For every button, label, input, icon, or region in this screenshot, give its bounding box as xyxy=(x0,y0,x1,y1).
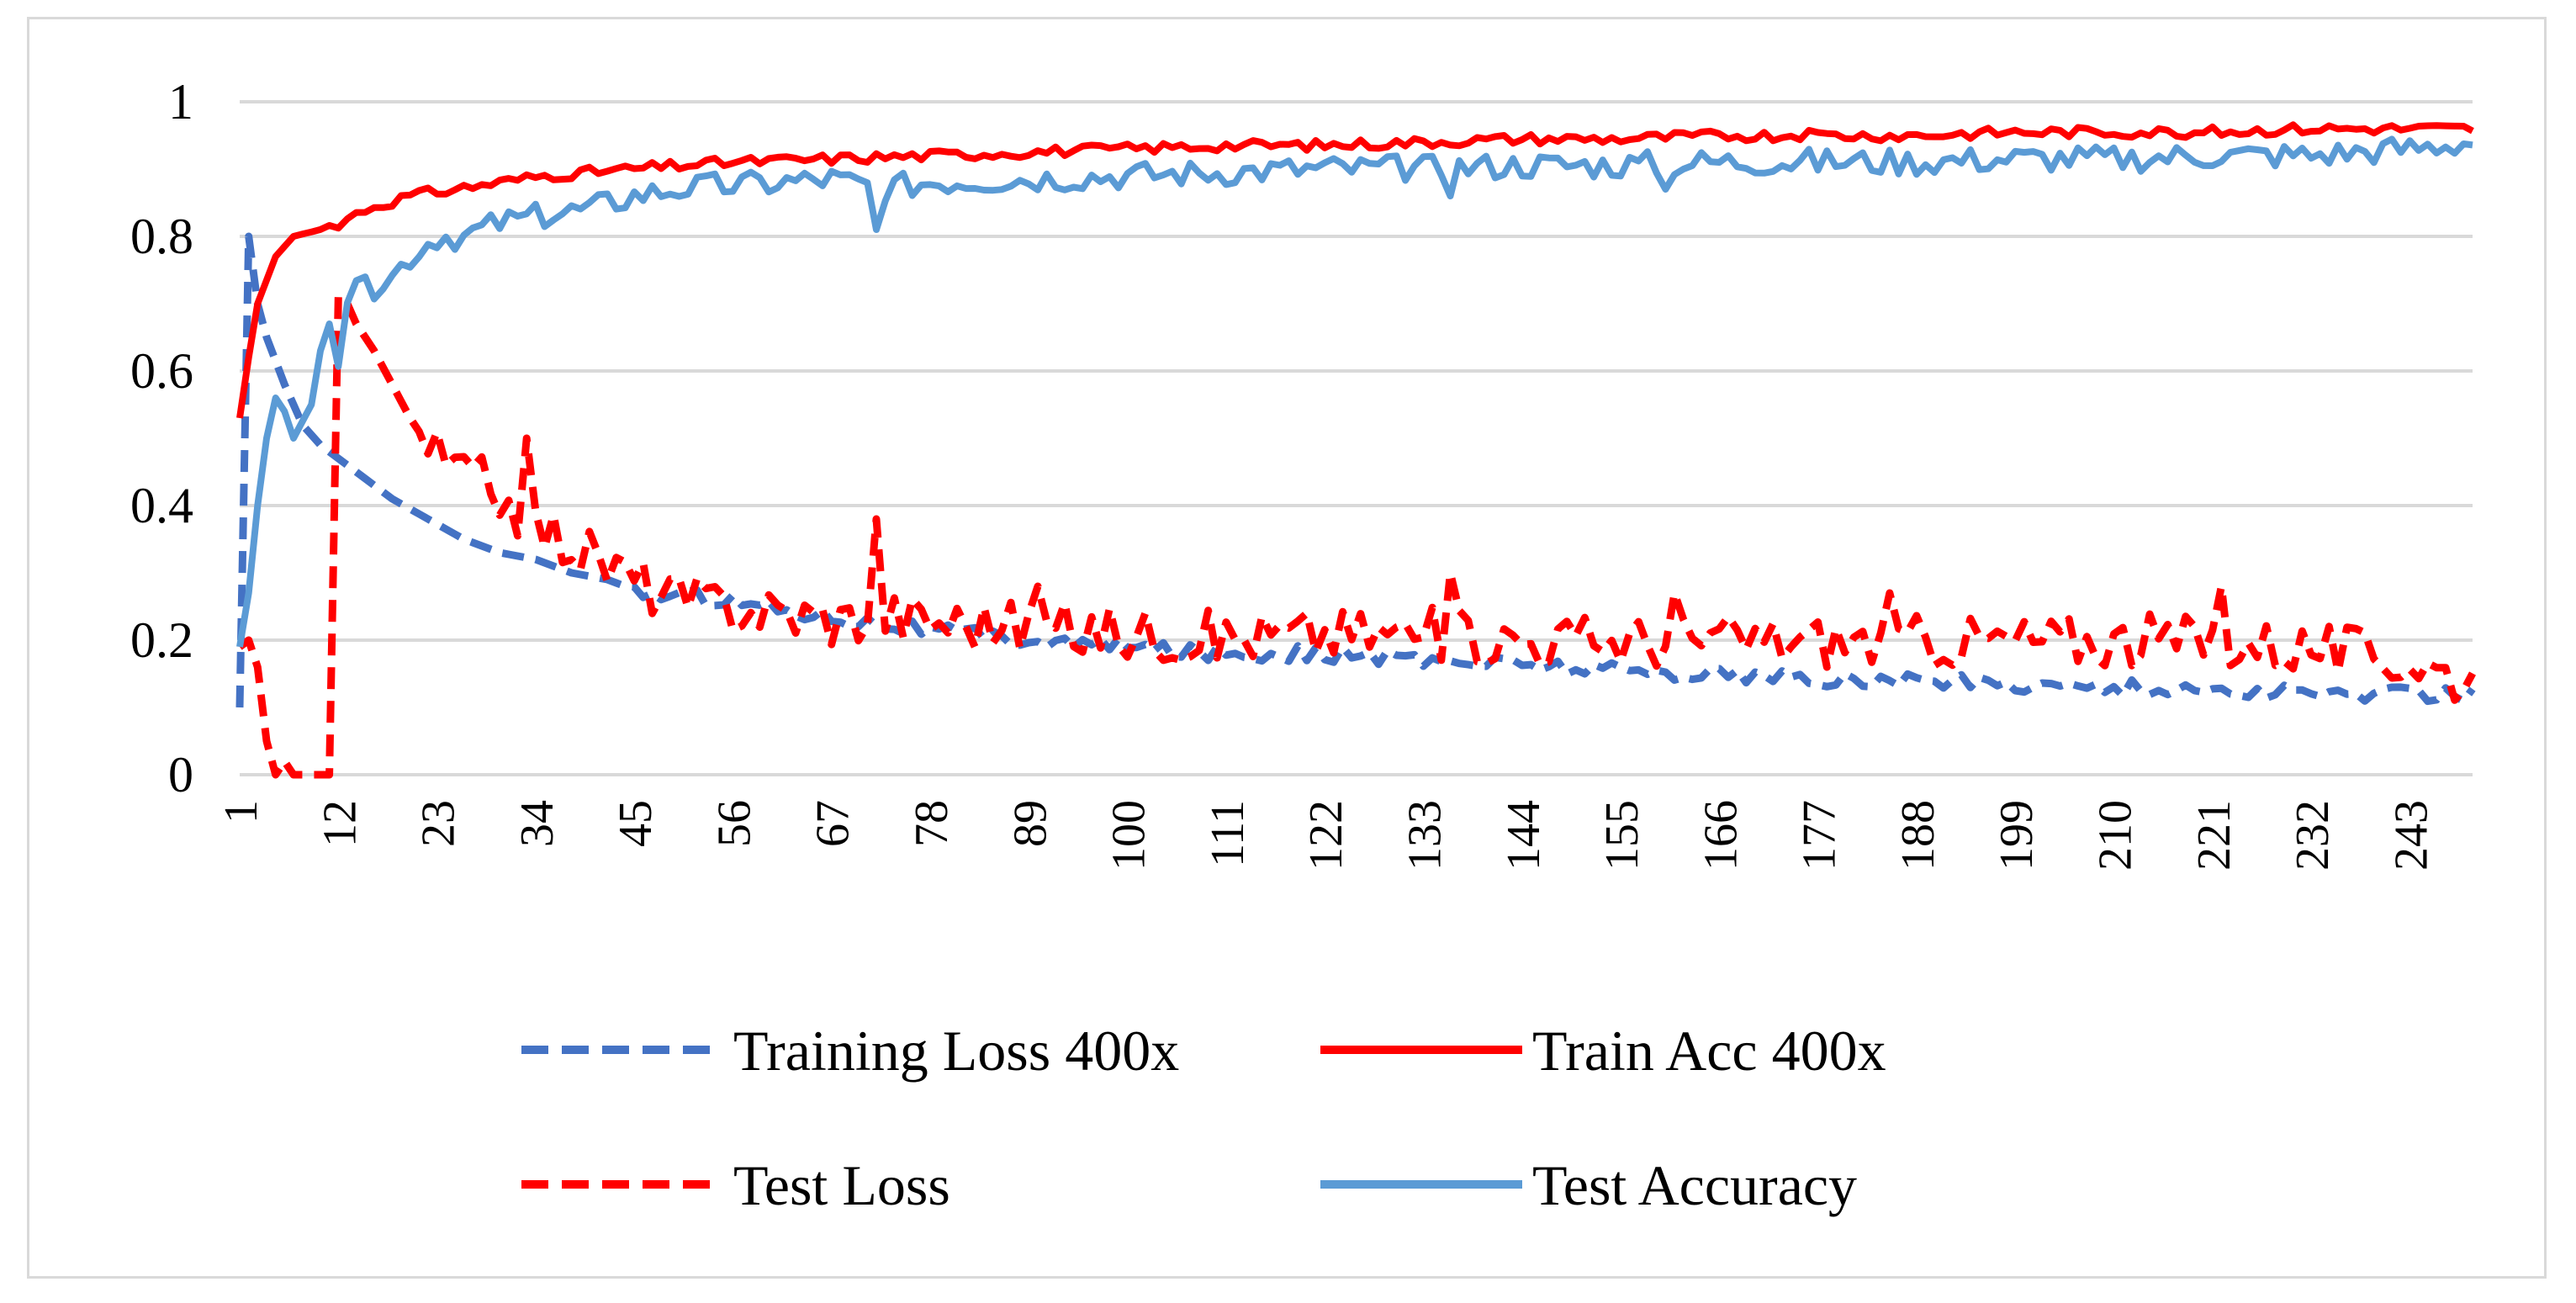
y-tick-label: 1 xyxy=(168,74,193,130)
y-tick-label: 0 xyxy=(168,747,193,802)
legend: Training Loss 400x Train Acc 400x Test Los… xyxy=(521,1019,1886,1217)
x-tick-label: 188 xyxy=(1892,800,1944,871)
x-tick-label: 111 xyxy=(1202,800,1254,867)
x-tick-label: 199 xyxy=(1991,800,2043,871)
x-tick-label: 1 xyxy=(215,800,267,824)
series-line-test-accuracy xyxy=(236,135,2473,648)
x-tick-label: 45 xyxy=(610,800,662,847)
gridlines xyxy=(240,100,2473,642)
x-tick-label: 210 xyxy=(2089,800,2141,871)
x-axis-ticks: 1 12 23 34 45 56 67 78 89 100 111 122 133 144 155 166 17… xyxy=(215,800,2437,871)
x-tick-label: 67 xyxy=(807,800,860,847)
series-line-train-acc-400x xyxy=(236,121,2474,419)
x-tick-label: 155 xyxy=(1596,800,1648,871)
x-tick-label: 100 xyxy=(1103,800,1156,871)
y-axis-ticks: 0 0.2 0.4 0.6 0.8 1 xyxy=(130,74,193,802)
x-tick-label: 34 xyxy=(511,800,563,847)
series-line-test-loss xyxy=(237,293,2476,779)
series-lines xyxy=(235,121,2476,779)
x-tick-label: 177 xyxy=(1794,800,1846,871)
legend-label: Train Acc 400x xyxy=(1532,1019,1886,1083)
x-tick-label: 144 xyxy=(1498,800,1550,871)
legend-label: Test Accuracy xyxy=(1532,1153,1857,1217)
x-tick-label: 232 xyxy=(2287,800,2339,871)
x-tick-label: 78 xyxy=(906,800,958,847)
y-tick-label: 0.4 xyxy=(130,478,193,533)
x-tick-label: 221 xyxy=(2188,800,2240,871)
legend-label: Test Loss xyxy=(733,1153,950,1217)
x-tick-label: 12 xyxy=(314,800,366,847)
y-tick-label: 0.2 xyxy=(130,612,193,668)
x-tick-label: 56 xyxy=(708,800,760,847)
x-tick-label: 89 xyxy=(1004,800,1056,847)
x-tick-label: 166 xyxy=(1695,800,1747,871)
line-chart: 0 0.2 0.4 0.6 0.8 1 1 12 23 34 45 56 67 78 89 100 111 12… xyxy=(130,74,2476,1217)
chart-frame: 0 0.2 0.4 0.6 0.8 1 1 12 23 34 45 56 67 78 89 100 111 12… xyxy=(27,17,2547,1279)
y-tick-label: 0.8 xyxy=(130,209,193,264)
x-tick-label: 122 xyxy=(1300,800,1352,871)
x-tick-label: 243 xyxy=(2385,800,2437,871)
x-tick-label: 133 xyxy=(1399,800,1451,871)
series-line-training-loss-400x xyxy=(235,232,2476,708)
y-tick-label: 0.6 xyxy=(130,343,193,399)
x-tick-label: 23 xyxy=(413,800,465,847)
legend-label: Training Loss 400x xyxy=(733,1019,1179,1083)
